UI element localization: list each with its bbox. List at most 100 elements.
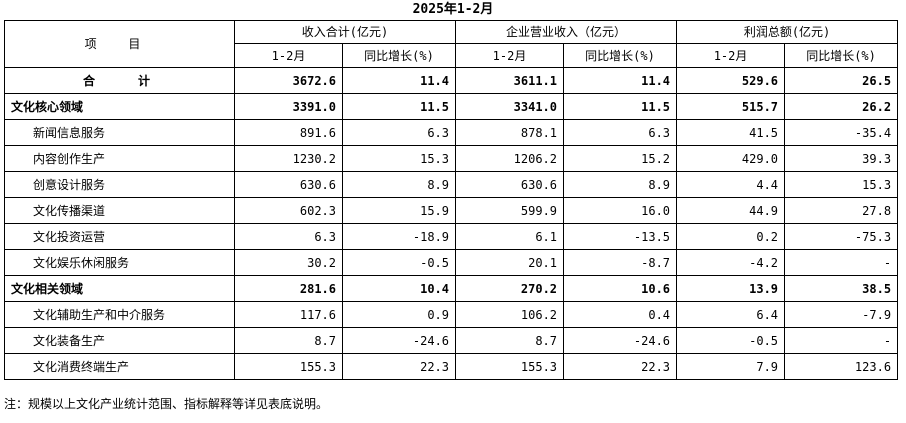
table-cell: 8.9	[563, 171, 678, 198]
table-row: 创意设计服务 630.6 8.9 630.6 8.9 4.4 15.3	[4, 171, 899, 198]
table-cell: 0.2	[676, 223, 786, 250]
subcol-header: 1-2月	[234, 43, 343, 68]
table-cell: 599.9	[455, 197, 565, 224]
table-row: 文化投资运营 6.3 -18.9 6.1 -13.5 0.2 -75.3	[4, 223, 899, 250]
table-cell: -	[784, 327, 899, 354]
table-cell: 10.6	[563, 275, 678, 302]
row-label: 文化娱乐休闲服务	[4, 249, 235, 276]
table-cell: 38.5	[784, 275, 899, 302]
table-cell: 15.3	[784, 171, 899, 198]
table-cell: 281.6	[234, 275, 343, 302]
table-cell: 3391.0	[234, 93, 343, 120]
table-row: 内容创作生产 1230.2 15.3 1206.2 15.2 429.0 39.3	[4, 145, 899, 172]
row-label: 文化装备生产	[4, 327, 235, 354]
table-row: 新闻信息服务 891.6 6.3 878.1 6.3 41.5 -35.4	[4, 119, 899, 146]
table-row: 文化娱乐休闲服务 30.2 -0.5 20.1 -8.7 -4.2-	[4, 249, 899, 276]
header-row-subcols: 1-2月 同比增长(%) 1-2月 同比增长(%) 1-2月 同比增长(%)	[5, 43, 899, 68]
table-row: 文化核心领域 3391.0 11.5 3341.0 11.5 515.7 26.2	[4, 93, 899, 120]
table-cell: 0.9	[341, 301, 457, 328]
table-cell: 8.7	[234, 327, 343, 354]
revenue-profit-table: 项 目 收入合计(亿元) 企业营业收入（亿元） 利润总额(亿元) 1-2月 同比…	[4, 20, 899, 380]
table-cell: 1206.2	[455, 145, 565, 172]
table-cell: 270.2	[455, 275, 565, 302]
table-cell: 11.5	[341, 93, 457, 120]
table-cell: 39.3	[784, 145, 899, 172]
table-cell: 22.3	[563, 353, 678, 380]
table-cell: 8.9	[341, 171, 457, 198]
row-label: 文化相关领域	[4, 275, 235, 302]
table-cell: -8.7	[563, 249, 678, 276]
footnote: 注：规模以上文化产业统计范围、指标解释等详见表底说明。	[4, 397, 329, 411]
table-cell: -0.5	[676, 327, 786, 354]
table-cell: 20.1	[455, 249, 565, 276]
row-label: 文化传播渠道	[4, 197, 235, 224]
table-cell: -75.3	[784, 223, 899, 250]
header-row-groups: 项 目 收入合计(亿元) 企业营业收入（亿元） 利润总额(亿元)	[4, 20, 899, 68]
row-label: 创意设计服务	[4, 171, 235, 198]
table-cell: 1230.2	[234, 145, 343, 172]
table-cell: 155.3	[455, 353, 565, 380]
table-cell: 41.5	[676, 119, 786, 146]
table-title: 2025年1-2月	[412, 2, 494, 17]
table-cell: 15.2	[563, 145, 678, 172]
table-cell: 22.3	[341, 353, 457, 380]
table-cell: 117.6	[234, 301, 343, 328]
table-cell: 630.6	[234, 171, 343, 198]
table-cell: 6.1	[455, 223, 565, 250]
table-cell: -13.5	[563, 223, 678, 250]
table-cell: 6.3	[341, 119, 457, 146]
table-cell: 26.2	[784, 93, 899, 120]
table-cell: 891.6	[234, 119, 343, 146]
table-cell: 6.3	[563, 119, 678, 146]
subcol-header: 1-2月	[455, 43, 565, 68]
table-cell: 11.5	[563, 93, 678, 120]
total-label-right: 计	[137, 73, 150, 88]
subcol-header: 同比增长(%)	[341, 43, 457, 68]
row-label: 内容创作生产	[4, 145, 235, 172]
table-cell: 4.4	[676, 171, 786, 198]
total-row: 合 计 3672.6 11.4 3611.1 11.4 529.6 26.5	[4, 67, 899, 94]
table-row: 文化装备生产 8.7 -24.6 8.7 -24.6 -0.5-	[4, 327, 899, 354]
table-cell: 6.4	[676, 301, 786, 328]
table-cell: 13.9	[676, 275, 786, 302]
table-cell: -4.2	[676, 249, 786, 276]
table-cell: 630.6	[455, 171, 565, 198]
total-cell: 11.4	[341, 67, 457, 94]
group-header-business-revenue: 企业营业收入（亿元）	[455, 20, 678, 44]
total-label: 合 计	[4, 67, 235, 94]
table-cell: -	[784, 249, 899, 276]
table-cell: 106.2	[455, 301, 565, 328]
table-cell: 123.6	[784, 353, 899, 380]
table-cell: 7.9	[676, 353, 786, 380]
table-cell: 15.3	[341, 145, 457, 172]
table-cell: 878.1	[455, 119, 565, 146]
table-row: 文化相关领域 281.6 10.4 270.2 10.6 13.9 38.5	[4, 275, 899, 302]
table-cell: 602.3	[234, 197, 343, 224]
subcol-header: 1-2月	[676, 43, 786, 68]
table-cell: 16.0	[563, 197, 678, 224]
table-cell: 15.9	[341, 197, 457, 224]
row-label: 文化投资运营	[4, 223, 235, 250]
table-cell: -7.9	[784, 301, 899, 328]
row-label: 文化消费终端生产	[4, 353, 235, 380]
subcol-header: 同比增长(%)	[784, 43, 899, 68]
table-cell: -24.6	[563, 327, 678, 354]
table-row: 文化消费终端生产 155.3 22.3 155.3 22.3 7.9 123.6	[4, 353, 899, 380]
table-row: 文化传播渠道 602.3 15.9 599.9 16.0 44.9 27.8	[4, 197, 899, 224]
subcol-header: 同比增长(%)	[563, 43, 678, 68]
table-cell: 515.7	[676, 93, 786, 120]
table-cell: 27.8	[784, 197, 899, 224]
table-cell: 8.7	[455, 327, 565, 354]
total-cell: 529.6	[676, 67, 786, 94]
table-cell: 10.4	[341, 275, 457, 302]
total-cell: 26.5	[784, 67, 899, 94]
table-cell: 0.4	[563, 301, 678, 328]
table-cell: -24.6	[341, 327, 457, 354]
item-header-label: 项 目	[84, 37, 155, 51]
table-cell: 6.3	[234, 223, 343, 250]
group-header-total-profit: 利润总额(亿元)	[676, 20, 899, 44]
table-row: 文化辅助生产和中介服务 117.6 0.9 106.2 0.4 6.4 -7.9	[4, 301, 899, 328]
table-cell: 155.3	[234, 353, 343, 380]
item-header: 项 目	[4, 20, 235, 68]
total-cell: 3611.1	[455, 67, 565, 94]
